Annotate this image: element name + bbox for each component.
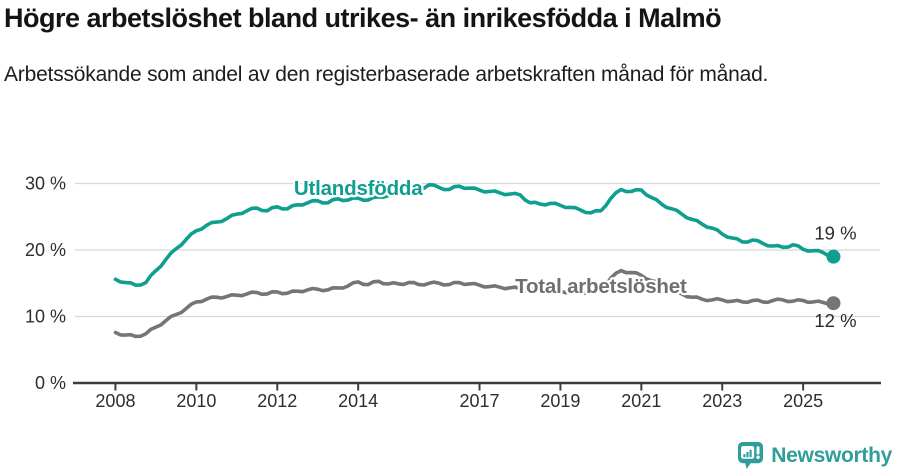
end-value-label-utlandsfodda: 19 % (814, 223, 856, 244)
x-tick-label-2008: 2008 (95, 391, 135, 411)
series-label-utlandsfodda: Utlandsfödda (294, 177, 423, 200)
y-tick-label-0: 0 % (35, 373, 66, 393)
x-tick-label-2012: 2012 (257, 391, 297, 411)
newsworthy-logo[interactable]: Newsworthy (737, 441, 892, 470)
chart-subtitle: Arbetssökande som andel av den registerb… (4, 63, 769, 86)
chart-title: Högre arbetslöshet bland utrikes- än inr… (4, 3, 722, 33)
y-tick-label-20: 20 % (25, 240, 66, 260)
series-label-total-arbetsloshet: Total arbetslöshet (515, 275, 687, 298)
newsworthy-logo-icon (738, 442, 764, 469)
x-tick-label-2021: 2021 (621, 391, 661, 411)
newsworthy-logo-text: Newsworthy (771, 443, 892, 467)
end-value-label-total-arbetsloshet: 12 % (814, 310, 856, 331)
series-line-total-arbetsloshet (113, 268, 836, 339)
series-end-dot-total-arbetsloshet (826, 296, 841, 311)
x-tick-label-2025: 2025 (783, 391, 823, 411)
y-tick-label-10: 10 % (25, 307, 66, 327)
x-tick-label-2014: 2014 (338, 391, 378, 411)
series-line-utlandsfodda (113, 183, 836, 287)
y-tick-label-30: 30 % (25, 174, 66, 194)
x-tick-label-2023: 2023 (702, 391, 742, 411)
x-tick-label-2019: 2019 (540, 391, 580, 411)
x-tick-label-2017: 2017 (459, 391, 499, 411)
x-tick-label-2010: 2010 (176, 391, 216, 411)
series-end-dot-utlandsfodda (826, 249, 841, 264)
